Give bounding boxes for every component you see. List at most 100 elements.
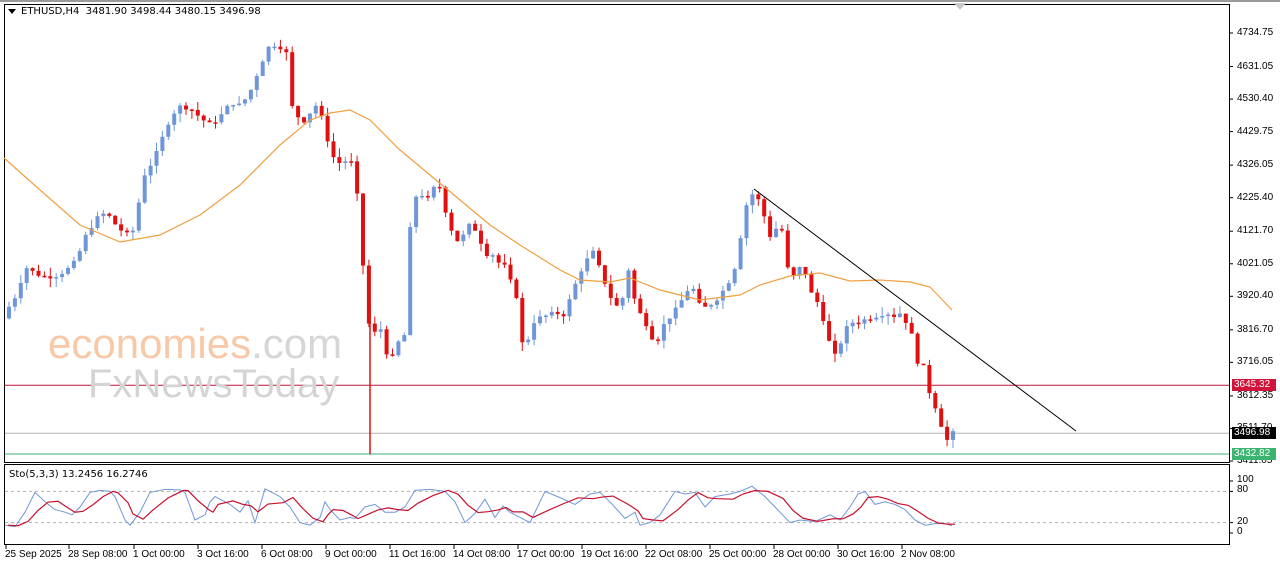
stochastic-tick-label: 80 <box>1237 484 1249 496</box>
candle-body <box>803 266 808 275</box>
candle-body <box>732 269 737 284</box>
candle-body <box>437 186 442 189</box>
watermark-text-suffix: .com <box>251 320 343 367</box>
candle-body <box>479 230 483 244</box>
ohlc-values: 3481.90 3498.44 3480.15 3496.98 <box>85 6 261 17</box>
candle-body <box>77 251 82 261</box>
candle-body <box>897 313 902 317</box>
candle-body <box>119 224 124 231</box>
stochastic-pane[interactable] <box>4 464 1230 545</box>
candle-body <box>237 103 242 106</box>
candle-body <box>225 105 230 115</box>
candle-body <box>248 89 253 100</box>
candle-body <box>48 276 53 279</box>
candle-body <box>42 275 47 278</box>
candle-body <box>880 316 885 318</box>
candle-body <box>431 186 436 198</box>
candle-body <box>278 46 283 50</box>
candle-body <box>715 300 719 305</box>
candle-body <box>844 326 849 344</box>
candle-body <box>443 187 448 213</box>
stochastic-tick-label: 20 <box>1237 515 1249 527</box>
candle-body <box>213 122 218 124</box>
candle-body <box>703 302 708 307</box>
candle-body <box>296 105 301 118</box>
candle-body <box>838 343 843 354</box>
time-tick-label: 22 Oct 08:00 <box>645 549 703 560</box>
candle-body <box>585 258 590 272</box>
candle-body <box>184 105 188 110</box>
price-tick-label: 3612.35 <box>1237 389 1274 401</box>
candle-body <box>526 339 531 343</box>
candle-body <box>915 333 920 364</box>
candle-body <box>809 274 814 293</box>
candle-body <box>797 266 802 276</box>
price-tick-label: 4429.75 <box>1237 125 1274 137</box>
candle-body <box>573 283 578 300</box>
candle-body <box>868 319 873 321</box>
candle-body <box>626 270 631 298</box>
watermark-economies: economies.com <box>48 320 342 368</box>
candle-body <box>496 255 501 263</box>
candle-body <box>54 277 59 279</box>
candle-body <box>449 212 454 231</box>
shift-marker-icon[interactable] <box>954 3 966 10</box>
price-tick-label: 4225.40 <box>1237 191 1274 203</box>
time-tick-label: 14 Oct 08:00 <box>453 549 511 560</box>
price-tick-label: 3411.05 <box>1237 455 1273 466</box>
resistance-price-tag: 3645.32 <box>1232 379 1276 392</box>
candle-body <box>697 288 702 303</box>
candle-body <box>125 230 129 233</box>
candle-body <box>679 300 684 308</box>
candle-body <box>408 227 413 336</box>
candle-body <box>142 175 147 203</box>
stochastic-tick-label: 100 <box>1237 474 1254 485</box>
price-pane[interactable] <box>4 4 1230 463</box>
time-tick-label: 1 Oct 00:00 <box>133 549 185 560</box>
time-tick-label: 6 Oct 08:00 <box>261 549 313 560</box>
candle-body <box>331 141 336 158</box>
candle-body <box>420 195 424 198</box>
moving-average-line <box>3 109 953 311</box>
candle-body <box>502 262 507 265</box>
candle-body <box>101 213 106 217</box>
candle-body <box>337 157 342 163</box>
price-tick-label: 4326.05 <box>1237 159 1274 171</box>
candle-body <box>71 260 76 268</box>
price-tick-label: 4734.75 <box>1237 27 1274 38</box>
candle-body <box>95 216 100 229</box>
price-tick-label: 3816.70 <box>1237 323 1274 335</box>
candle-body <box>638 298 643 314</box>
candle-body <box>762 199 767 217</box>
candle-body <box>172 113 177 125</box>
candle-body <box>467 223 472 235</box>
price-tick-label: 4530.40 <box>1237 93 1274 105</box>
candle-body <box>195 109 200 116</box>
candle-body <box>921 363 926 366</box>
candle-body <box>791 267 796 276</box>
candle-body <box>774 228 778 237</box>
candle-body <box>514 279 519 298</box>
candle-body <box>18 282 23 299</box>
candle-body <box>508 264 513 280</box>
candle-body <box>284 49 289 53</box>
candle-body <box>484 243 489 257</box>
candle-body <box>933 393 938 409</box>
candle-body <box>272 46 277 49</box>
candle-body <box>402 335 407 342</box>
candle-body <box>927 364 932 394</box>
time-tick-label: 3 Oct 16:00 <box>197 549 249 560</box>
candle-body <box>60 273 65 278</box>
candle-body <box>231 105 236 107</box>
candle-body <box>266 46 271 62</box>
candle-body <box>254 75 259 90</box>
time-tick-label: 9 Oct 00:00 <box>325 549 377 560</box>
time-tick-label: 25 Sep 2025 <box>5 549 62 560</box>
candle-body <box>850 322 855 327</box>
watermark-text-main: economies <box>48 320 252 367</box>
candle-body <box>361 193 365 266</box>
candle-body <box>939 408 944 427</box>
candle-body <box>384 329 389 355</box>
dropdown-arrow-icon[interactable] <box>8 8 16 14</box>
candle-body <box>821 302 826 322</box>
